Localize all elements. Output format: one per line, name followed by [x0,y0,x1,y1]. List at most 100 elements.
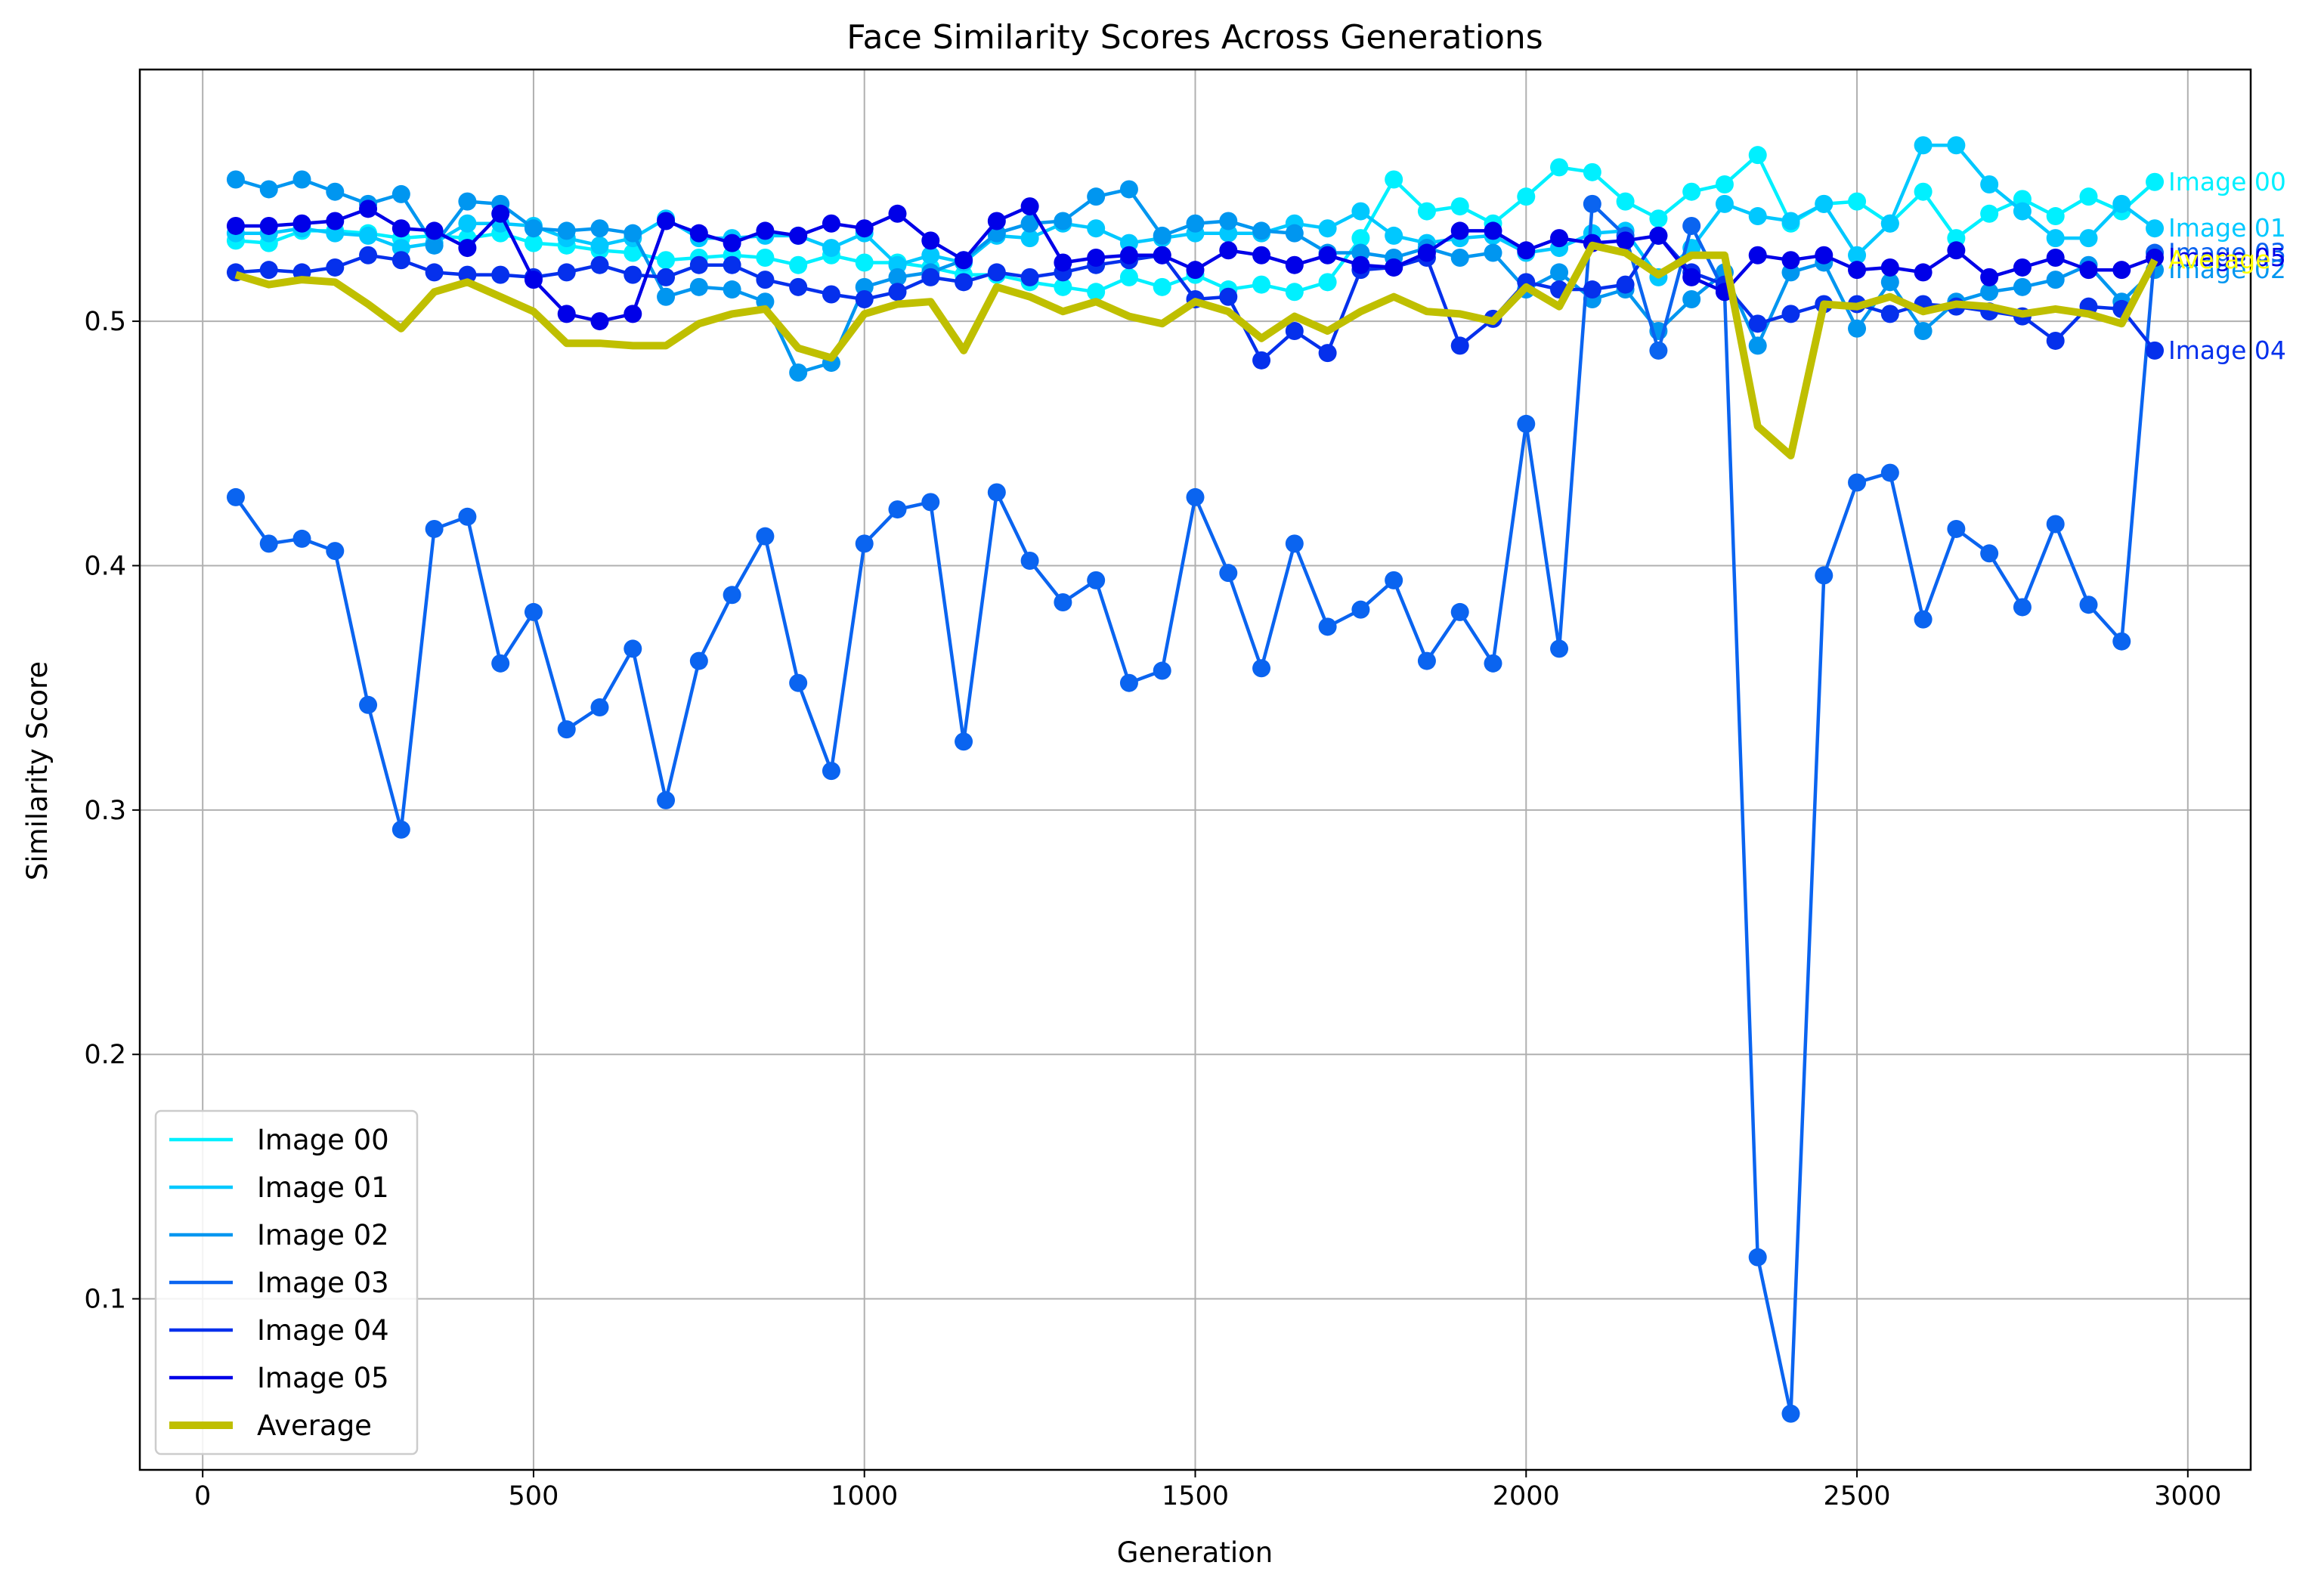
data-point [391,219,410,238]
series-image-03 [226,194,2165,1423]
data-point [2046,249,2065,268]
data-point [689,255,708,274]
data-point [1848,319,1867,338]
data-point [1318,219,1337,238]
x-tick-label: 2000 [1493,1481,1560,1511]
data-point [1285,534,1304,553]
data-point [1748,336,1767,355]
data-point [1649,226,1668,245]
data-point [1318,246,1337,264]
legend-entry: Image 04 [169,1314,389,1347]
data-point [1649,341,1668,360]
data-point [2013,598,2032,617]
data-point [1880,305,1899,323]
data-point [226,170,245,189]
data-point [756,527,775,546]
data-point [1517,414,1536,433]
legend-label: Image 01 [257,1171,389,1204]
data-point [657,212,676,230]
data-point [1748,314,1767,333]
x-tick-label: 1500 [1162,1481,1229,1511]
legend-label: Image 02 [257,1219,389,1251]
data-point [292,529,311,548]
data-point [955,273,973,292]
data-point [1351,202,1370,221]
data-point [888,283,907,302]
data-point [2013,258,2032,277]
data-point [1119,268,1138,286]
data-point [1781,1404,1800,1423]
data-point [1087,219,1106,238]
data-point [1914,182,1933,201]
data-point [590,312,609,331]
data-point [1914,136,1933,155]
data-point [359,200,378,218]
data-point [955,732,973,751]
data-point [2046,331,2065,350]
data-point [1781,305,1800,323]
data-point [987,212,1006,230]
x-tick-label: 3000 [2154,1481,2221,1511]
data-point [524,234,543,252]
data-point [1252,351,1271,370]
data-point [921,268,940,286]
data-point [1087,571,1106,589]
data-point [1219,241,1238,260]
data-point [1417,651,1436,670]
data-point [756,221,775,240]
series-end-label: Image 05 [2168,243,2286,272]
data-point [1682,216,1701,235]
series-line [234,241,2158,459]
legend-label: Average [257,1409,372,1442]
data-point [524,602,543,621]
data-point [1550,263,1569,282]
data-point [1748,146,1767,165]
data-point [1550,229,1569,248]
data-point [1450,221,1469,240]
data-point [2112,194,2131,213]
data-point [1054,212,1072,230]
data-point [1450,249,1469,268]
data-point [1848,192,1867,211]
legend: Image 00 Image 01 Image 02 Image 03 Image 04… [154,1109,419,1456]
data-point [921,231,940,250]
data-point [1815,566,1834,585]
data-point [1252,275,1271,294]
data-point [723,280,741,299]
data-point [1186,487,1205,506]
data-point [921,246,940,264]
data-point [590,236,609,255]
legend-label: Image 04 [257,1314,389,1347]
data-point [1848,246,1867,264]
legend-entry: Average [169,1409,372,1442]
data-point [1318,617,1337,636]
data-point [1087,283,1106,302]
data-point [1153,246,1171,264]
data-point [1351,255,1370,274]
data-point [756,249,775,268]
data-point [1385,571,1403,589]
x-tick-label: 0 [194,1481,211,1511]
data-point [2146,172,2165,191]
data-point [1550,639,1569,658]
data-point [1285,255,1304,274]
data-point [1880,273,1899,292]
data-point [1020,268,1039,286]
data-point [723,255,741,274]
data-point [391,251,410,270]
data-point [590,698,609,717]
data-point [987,483,1006,502]
data-point [822,762,840,781]
data-point [359,246,378,264]
data-point [391,820,410,839]
data-point [1087,249,1106,268]
data-point [624,243,642,262]
x-tick-label: 500 [509,1481,559,1511]
data-point [855,253,874,272]
y-tick-label: 0.4 [84,551,126,581]
data-point [1616,231,1635,250]
data-point [458,239,477,258]
data-point [1947,519,1966,538]
data-point [1119,673,1138,692]
data-point [1020,552,1039,571]
